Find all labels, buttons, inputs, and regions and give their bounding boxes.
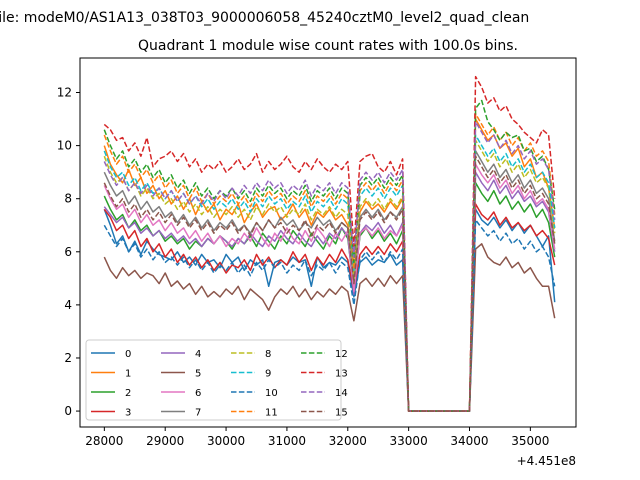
series-line-11 bbox=[103, 112, 556, 412]
axes-frame bbox=[79, 57, 577, 428]
x-tick-label: 33000 bbox=[390, 434, 428, 448]
series-line-13 bbox=[103, 75, 556, 412]
x-tick-label: 31000 bbox=[268, 434, 306, 448]
y-tick-label: 6 bbox=[64, 245, 72, 259]
series-line-5 bbox=[103, 243, 556, 412]
legend-label-10: 10 bbox=[265, 388, 278, 399]
x-axis: 28000 29000 30000 31000 32000 33000 34000 35000 bbox=[85, 427, 549, 448]
series-line-15 bbox=[103, 155, 556, 412]
legend-label-9: 9 bbox=[265, 369, 271, 380]
legend-label-5: 5 bbox=[195, 369, 201, 380]
x-tick-label: 35000 bbox=[511, 434, 549, 448]
legend-label-0: 0 bbox=[125, 349, 131, 360]
legend-label-14: 14 bbox=[335, 388, 348, 399]
legend-label-15: 15 bbox=[335, 408, 348, 419]
series-line-1 bbox=[103, 118, 556, 412]
legend-label-7: 7 bbox=[195, 408, 201, 419]
legend-box bbox=[85, 339, 342, 421]
series-line-3 bbox=[103, 203, 556, 412]
plot-area bbox=[103, 75, 556, 412]
series-line-2 bbox=[103, 182, 556, 412]
y-tick-label: 12 bbox=[57, 86, 72, 100]
y-tick-label: 8 bbox=[64, 192, 72, 206]
legend-label-6: 6 bbox=[195, 388, 201, 399]
legend-label-12: 12 bbox=[335, 349, 348, 360]
series-line-14 bbox=[103, 120, 556, 412]
x-tick-label: 28000 bbox=[85, 434, 123, 448]
series-line-12 bbox=[103, 99, 556, 412]
series-line-4 bbox=[103, 171, 556, 412]
y-tick-label: 10 bbox=[57, 139, 72, 153]
x-tick-label: 30000 bbox=[207, 434, 245, 448]
y-axis: 0 2 4 6 8 10 12 bbox=[57, 86, 80, 418]
legend-label-3: 3 bbox=[125, 408, 131, 419]
series-line-10 bbox=[103, 219, 556, 412]
series-line-8 bbox=[103, 139, 556, 412]
y-tick-label: 0 bbox=[64, 404, 72, 418]
series-line-0 bbox=[103, 208, 556, 412]
legend-label-4: 4 bbox=[195, 349, 201, 360]
figure-suptitle: n file: modeM0/AS1A13_038T03_9000006058_… bbox=[0, 10, 529, 26]
legend-label-1: 1 bbox=[125, 369, 131, 380]
legend-label-13: 13 bbox=[335, 369, 348, 380]
legend-label-2: 2 bbox=[125, 388, 131, 399]
legend-label-8: 8 bbox=[265, 349, 271, 360]
chart-title: Quadrant 1 module wise count rates with … bbox=[138, 38, 518, 54]
x-tick-label: 34000 bbox=[450, 434, 488, 448]
y-tick-label: 4 bbox=[64, 298, 72, 312]
x-tick-label: 32000 bbox=[329, 434, 367, 448]
x-offset-label: +4.451e8 bbox=[517, 454, 576, 468]
x-tick-label: 29000 bbox=[146, 434, 184, 448]
series-line-6 bbox=[103, 163, 556, 412]
legend-label-11: 11 bbox=[265, 408, 278, 419]
series-line-7 bbox=[103, 150, 556, 412]
y-tick-label: 2 bbox=[64, 351, 72, 365]
